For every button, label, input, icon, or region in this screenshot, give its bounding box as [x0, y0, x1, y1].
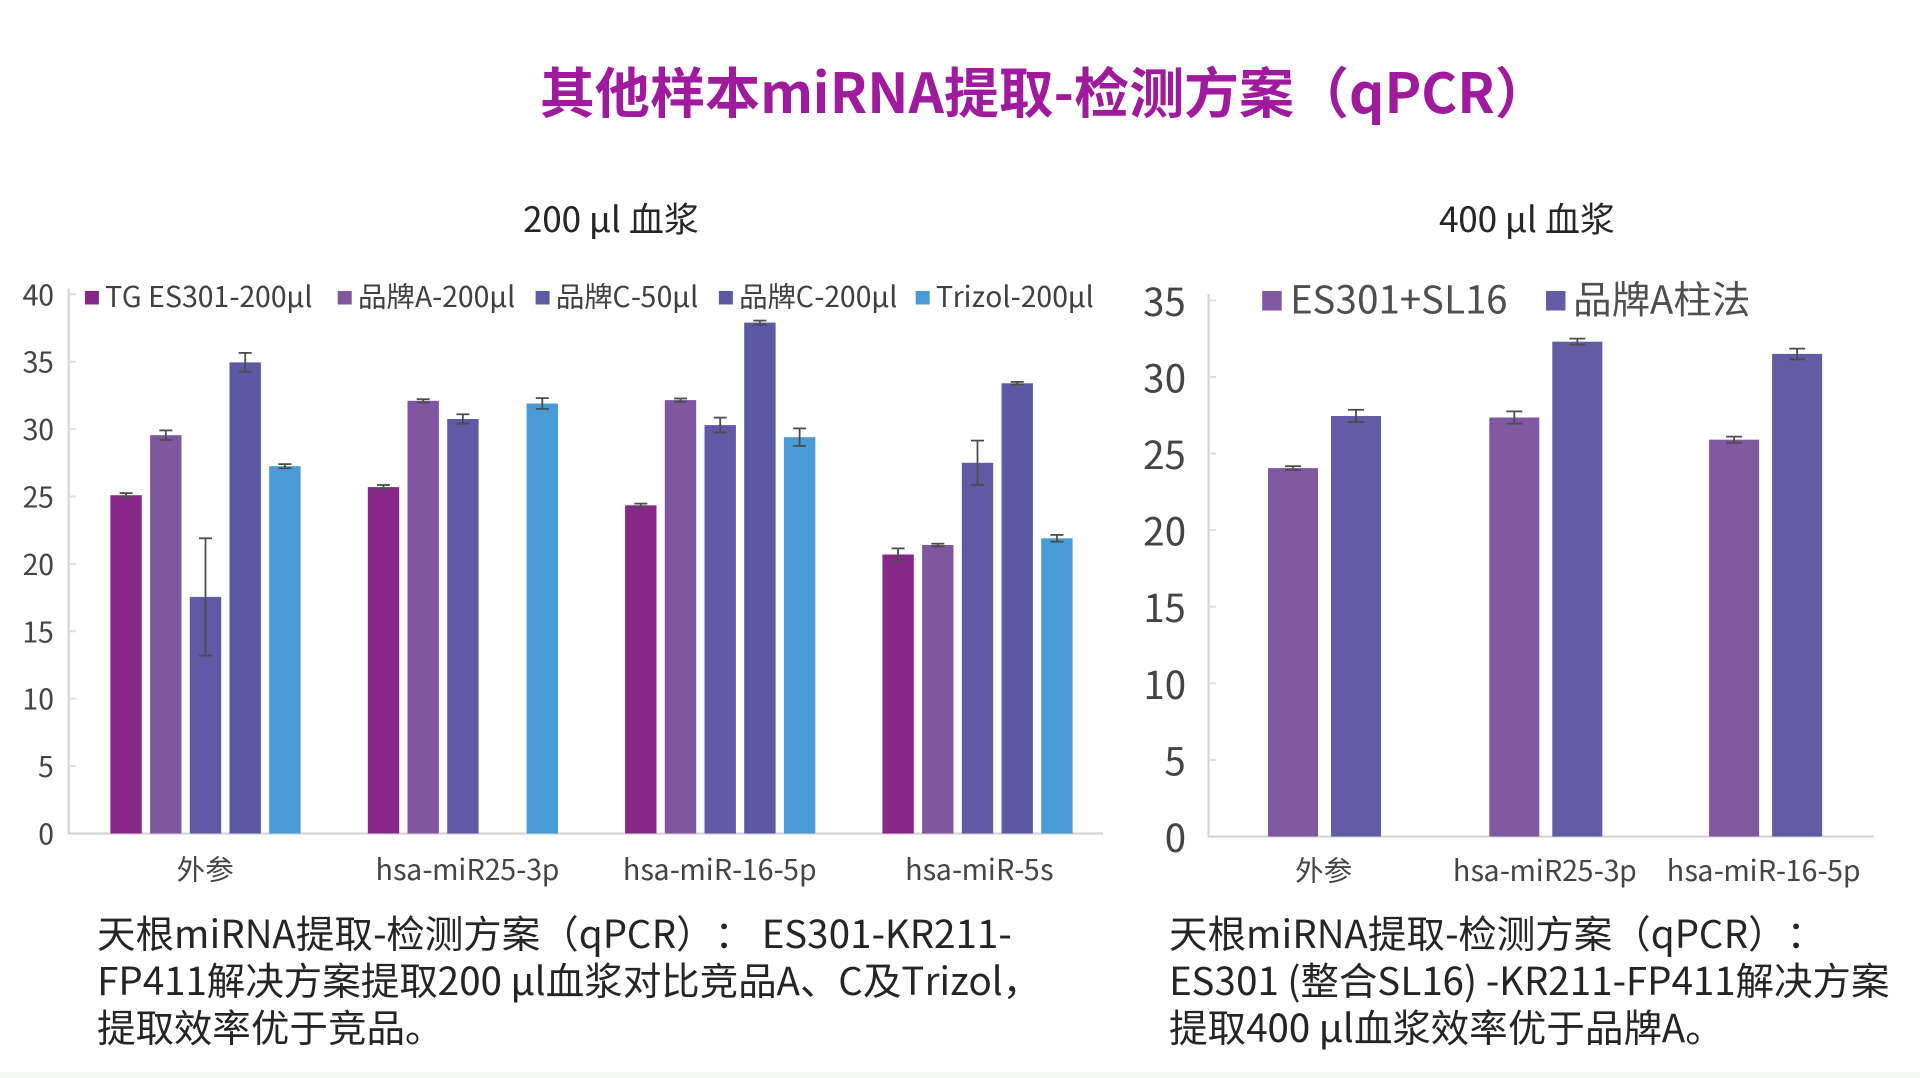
svg-text:TG ES301-200µl: TG ES301-200µl [105, 275, 313, 316]
svg-text:hsa-miR-16-5p: hsa-miR-16-5p [623, 848, 817, 889]
svg-text:外参: 外参 [177, 848, 234, 889]
svg-text:5: 5 [1165, 731, 1186, 787]
svg-text:20: 20 [22, 543, 54, 584]
svg-text:hsa-miR25-3p: hsa-miR25-3p [1453, 849, 1637, 890]
svg-text:5: 5 [38, 745, 54, 786]
svg-text:30: 30 [22, 408, 54, 449]
svg-text:ES301+SL16: ES301+SL16 [1290, 270, 1508, 326]
svg-text:hsa-miR-16-5p: hsa-miR-16-5p [1667, 849, 1861, 890]
svg-text:15: 15 [1143, 578, 1186, 634]
svg-text:30: 30 [1143, 348, 1186, 404]
svg-text:35: 35 [1143, 272, 1186, 328]
svg-text:15: 15 [22, 610, 54, 651]
svg-text:品牌C-50µl: 品牌C-50µl [556, 275, 699, 316]
svg-text:hsa-miR25-3p: hsa-miR25-3p [376, 848, 560, 889]
svg-text:10: 10 [22, 678, 54, 719]
svg-text:hsa-miR-5s: hsa-miR-5s [905, 848, 1053, 889]
svg-text:25: 25 [1143, 425, 1186, 481]
svg-text:0: 0 [1165, 808, 1186, 864]
svg-text:品牌C-200µl: 品牌C-200µl [739, 275, 898, 316]
svg-text:25: 25 [22, 476, 54, 517]
svg-text:35: 35 [22, 341, 54, 382]
svg-text:Trizol-200µl: Trizol-200µl [936, 275, 1094, 316]
svg-text:20: 20 [1143, 502, 1186, 558]
svg-text:品牌A柱法: 品牌A柱法 [1573, 270, 1750, 326]
svg-text:品牌A-200µl: 品牌A-200µl [358, 275, 516, 316]
svg-text:40: 40 [22, 273, 54, 314]
svg-text:10: 10 [1143, 655, 1186, 711]
svg-text:0: 0 [38, 813, 54, 854]
svg-text:外参: 外参 [1295, 849, 1352, 890]
